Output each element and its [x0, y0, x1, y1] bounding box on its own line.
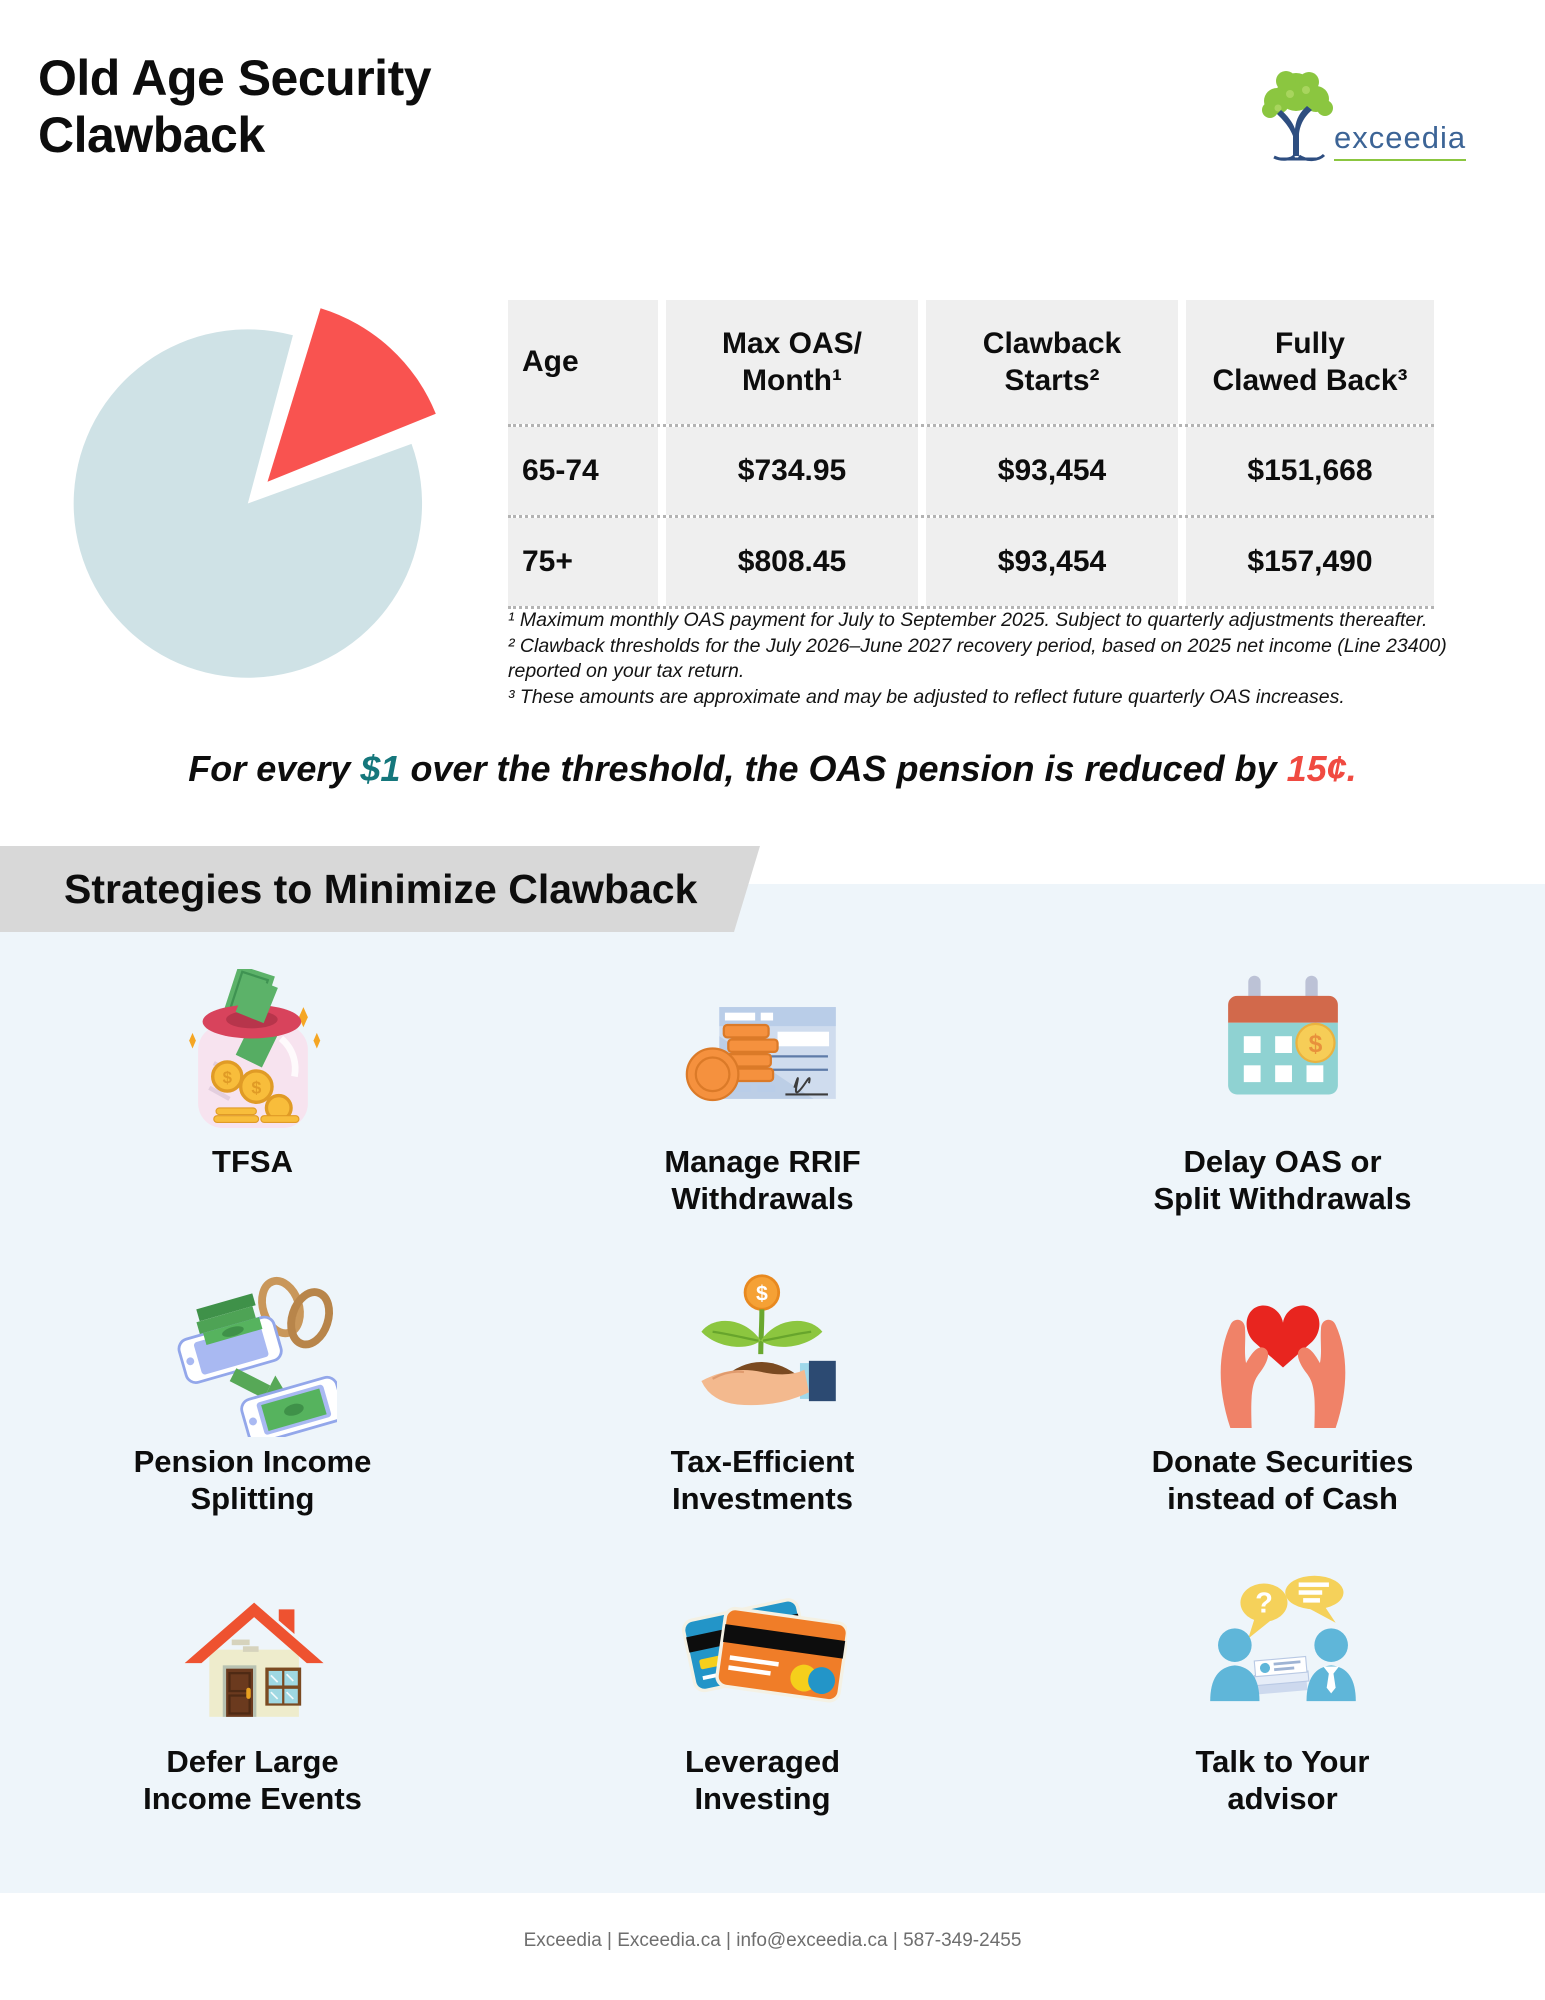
strategy-label: Tax-Efficient Investments	[670, 1444, 855, 1516]
table-cell: $93,454	[926, 518, 1178, 606]
oas-clawback-table: Age Max OAS/Month¹ Clawback Starts² Fully…	[508, 300, 1434, 609]
strategies-heading: Strategies to Minimize Clawback	[64, 865, 698, 912]
table-cell: 65-74	[508, 427, 658, 515]
strategy-item: Donate Securities instead of Cash	[1020, 1262, 1545, 1562]
table-divider	[508, 606, 1434, 609]
svg-text:$: $	[251, 1077, 261, 1097]
pie-slice-clawed-back	[267, 308, 436, 482]
strategy-item: Leveraged Investing	[505, 1562, 1020, 1862]
footer-contact: Exceedia | Exceedia.ca | info@exceedia.c…	[523, 1930, 1022, 1951]
strategy-label: Manage RRIF Withdrawals	[664, 1144, 861, 1216]
exceedia-logo: exceedia	[1248, 62, 1467, 171]
logo-tree-icon	[1248, 62, 1348, 171]
table-header-cell: Fully Clawed Back³	[1186, 300, 1434, 424]
credit-cards-icon	[679, 1562, 847, 1744]
advisor-chat-icon: ?	[1199, 1562, 1367, 1744]
svg-text:$: $	[222, 1068, 232, 1087]
strategy-item: Defer Large Income Events	[0, 1562, 505, 1862]
strategies-grid: $ $ TFSA	[0, 962, 1545, 1862]
rrif-cheque-icon	[679, 962, 847, 1144]
tfsa-jar-icon: $ $	[169, 962, 337, 1144]
threshold-note: For every $1 over the threshold, the OAS…	[188, 748, 1357, 789]
strategy-item: $ Tax-Efficient Investments	[505, 1262, 1020, 1562]
table-cell: $157,490	[1186, 518, 1434, 606]
page-title: Old Age Security Clawback	[38, 50, 432, 163]
table-cell: $734.95	[666, 427, 918, 515]
strategy-item: ?	[1020, 1562, 1545, 1862]
strategy-label: Defer Large Income Events	[143, 1744, 362, 1816]
table-cell: $808.45	[666, 518, 918, 606]
threshold-rate: 15¢.	[1286, 748, 1357, 789]
footnote: ¹ Maximum monthly OAS payment for July t…	[508, 609, 1428, 631]
page-title-line2: Clawback	[38, 106, 265, 163]
svg-text:$: $	[755, 1281, 767, 1305]
table-header-cell: Age	[508, 300, 658, 424]
strategy-label: Leveraged Investing	[684, 1744, 841, 1816]
strategy-label: TFSA	[212, 1144, 293, 1179]
strategy-item: Manage RRIF Withdrawals	[505, 962, 1020, 1262]
table-header-row: Age Max OAS/Month¹ Clawback Starts² Fully…	[508, 300, 1434, 424]
page-title-line1: Old Age Security	[38, 50, 432, 106]
plant-coin-icon: $	[679, 1262, 847, 1444]
strategy-label: Donate Securities instead of Cash	[1151, 1444, 1414, 1516]
table-row: 75+ $808.45 $93,454 $157,490	[508, 518, 1434, 606]
strategy-label: Delay OAS or Split Withdrawals	[1153, 1144, 1412, 1216]
svg-text:$: $	[1308, 1031, 1322, 1058]
calendar-coin-icon: $	[1199, 962, 1367, 1144]
logo-wordmark: exceedia	[1334, 120, 1467, 161]
strategy-item: $ Delay OAS or Split Withdrawals	[1020, 962, 1545, 1262]
strategies-banner: Strategies to Minimize Clawback	[0, 846, 760, 932]
clawback-pie-chart	[56, 296, 450, 680]
strategy-item: $ $ TFSA	[0, 962, 505, 1262]
table-cell: $151,668	[1186, 427, 1434, 515]
table-row: 65-74 $734.95 $93,454 $151,668	[508, 427, 1434, 515]
footnote: ³ These amounts are approximate and may …	[508, 686, 1345, 709]
table-divider	[508, 424, 1434, 427]
strategy-label: Pension Income Splitting	[133, 1444, 372, 1516]
hands-heart-icon	[1199, 1262, 1367, 1444]
threshold-amount: $1	[360, 748, 401, 789]
svg-text:?: ?	[1255, 1588, 1273, 1620]
footnote: ² Clawback thresholds for the July 2026–…	[508, 634, 1447, 683]
table-header-cell: Max OAS/Month¹	[666, 300, 918, 424]
strategy-label: Talk to Your advisor	[1195, 1744, 1370, 1816]
table-header-cell: Clawback Starts²	[926, 300, 1178, 424]
table-cell: $93,454	[926, 427, 1178, 515]
strategy-item: Pension Income Splitting	[0, 1262, 505, 1562]
table-footnotes: ¹ Maximum monthly OAS payment for July t…	[508, 608, 1466, 711]
phones-rings-icon	[169, 1262, 337, 1444]
pie-slice-retained	[73, 329, 423, 678]
house-icon	[169, 1562, 337, 1744]
table-divider	[508, 515, 1434, 518]
table-cell: 75+	[508, 518, 658, 606]
